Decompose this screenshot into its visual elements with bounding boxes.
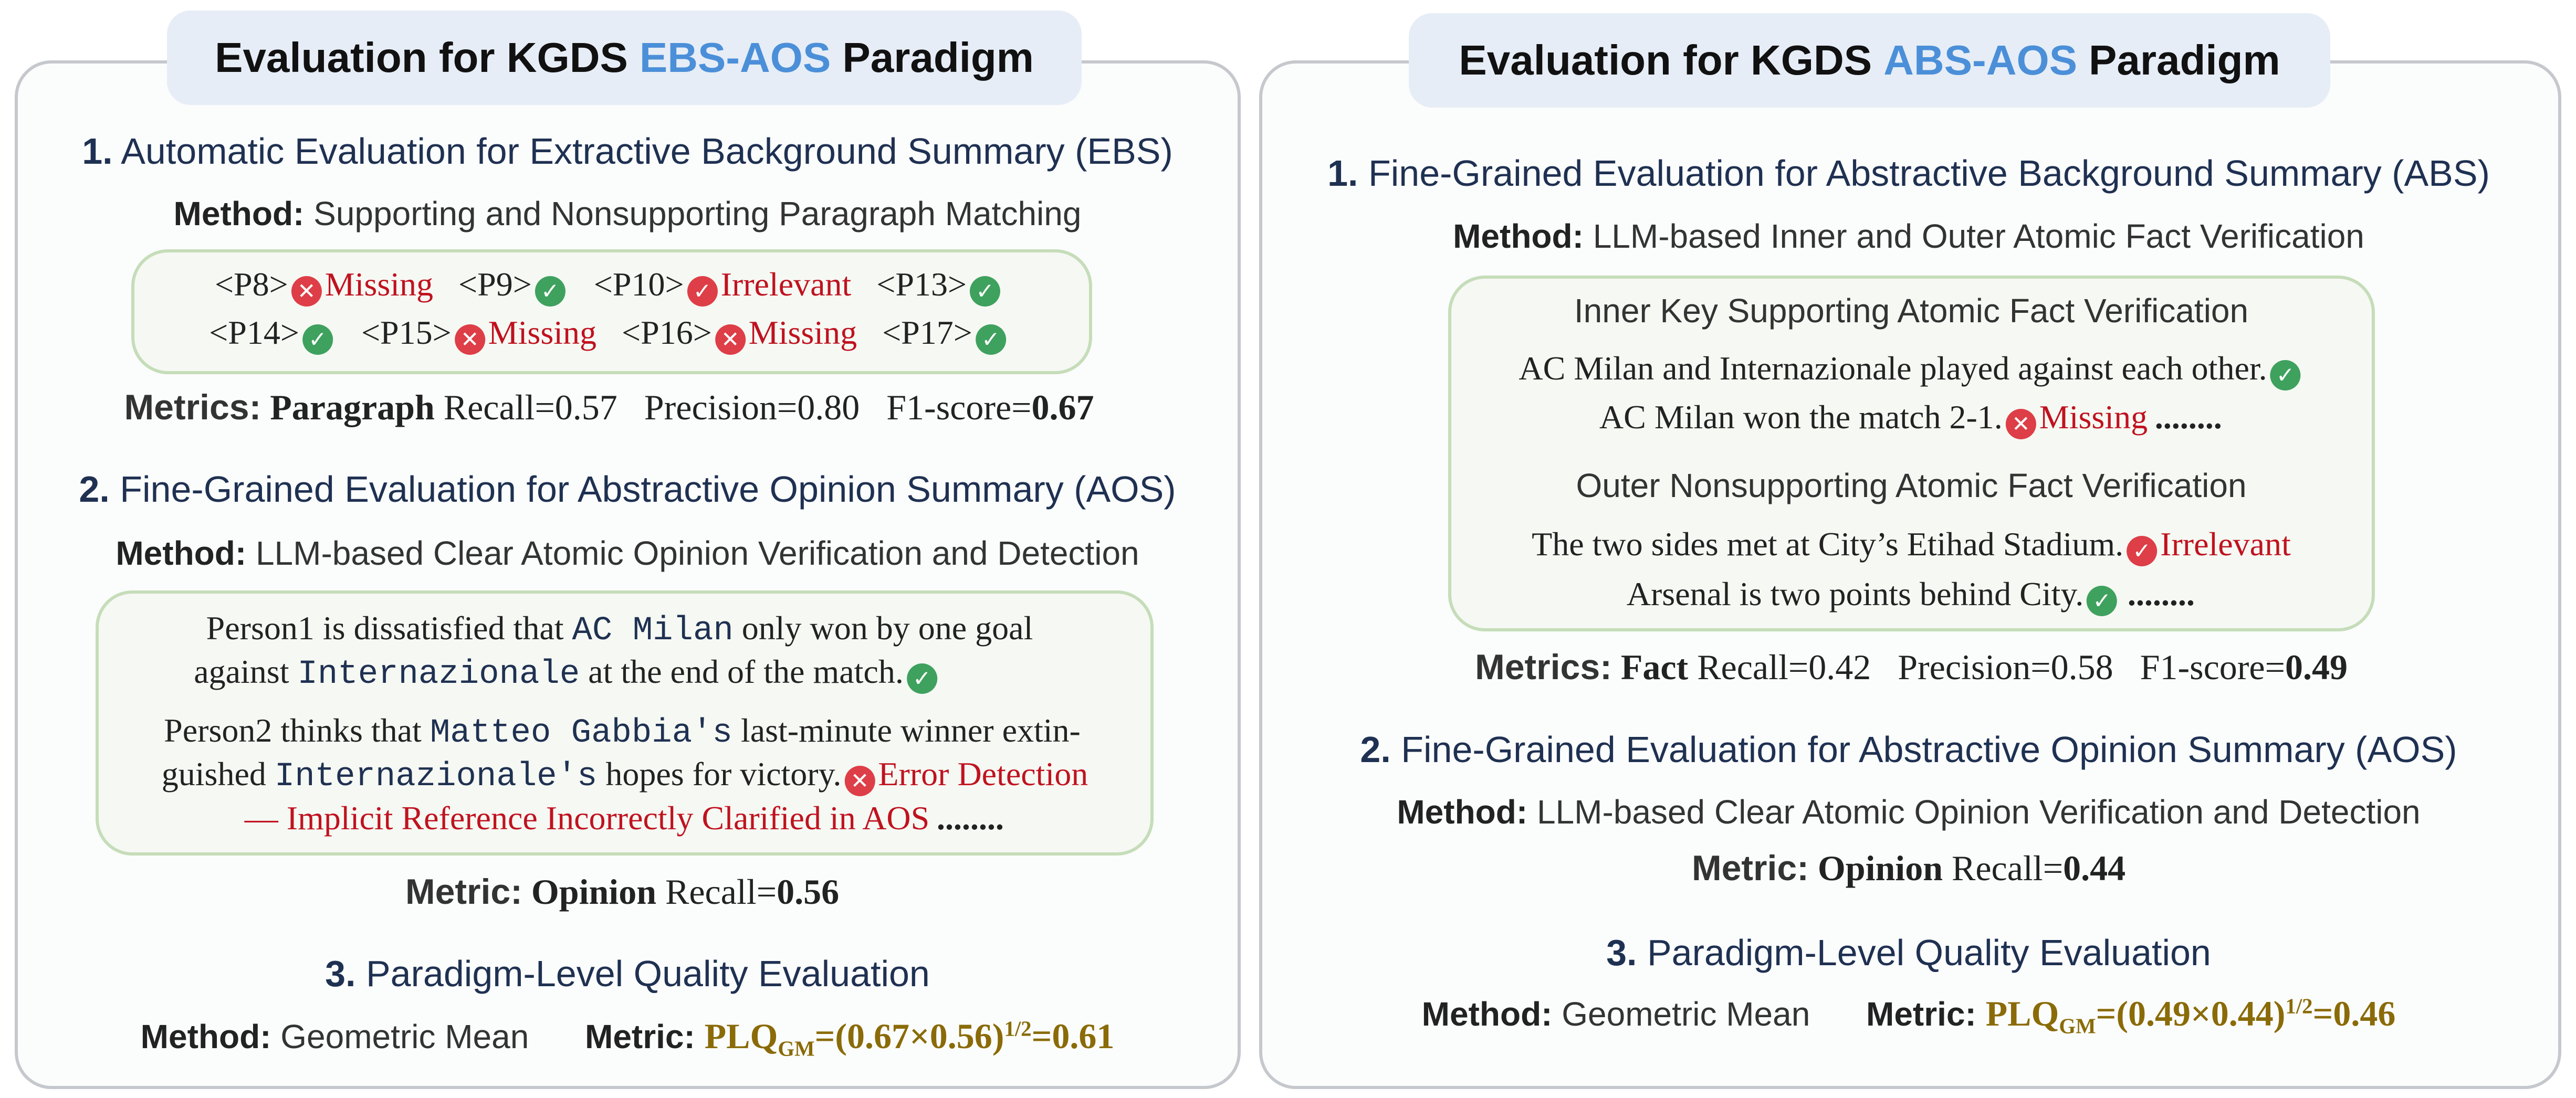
left-s2-metric: Metric: Opinion Recall=0.56: [405, 872, 840, 912]
check-icon: ✓: [302, 324, 333, 355]
check-icon: ✓: [975, 324, 1006, 355]
right-s1-heading: 1. Fine-Grained Evaluation for Abstracti…: [1327, 153, 2490, 194]
check-icon: ✓: [2270, 360, 2301, 390]
check-icon: ✓: [906, 663, 937, 694]
right-s2-method: Method: LLM-based Clear Atomic Opinion V…: [1397, 793, 2421, 831]
opinion-1-line-1: Person1 is dissatisfied that AC Milan on…: [206, 609, 1033, 650]
cross-icon: ✕: [2005, 409, 2036, 439]
inner-fact-1: AC Milan and Internazionale played again…: [1519, 349, 2303, 390]
paragraph-row-1: <P8> ✕ Missing <P9> ✓ <P10> ✓ Irrelevant <P13…: [215, 265, 1003, 307]
opinion-box: [96, 590, 1154, 856]
left-panel: [15, 60, 1241, 1089]
right-s2-metric: Metric: Opinion Recall=0.44: [1691, 848, 2126, 888]
fact-verification-box: [1448, 276, 2375, 631]
left-s1-method: Method: Supporting and Nonsupporting Par…: [173, 195, 1082, 233]
opinion-2-line-2: guished Internazionale's hopes for victo…: [161, 755, 1088, 796]
cross-icon: ✕: [844, 766, 875, 796]
check-icon: ✓: [2087, 586, 2118, 616]
opinion-1-line-2: against Internazionale at the end of the…: [194, 652, 940, 694]
left-s2-heading: 2. Fine-Grained Evaluation for Abstracti…: [79, 469, 1176, 510]
cross-icon: ✕: [454, 324, 485, 355]
outer-verification-title: Outer Nonsupporting Atomic Fact Verifica…: [1576, 467, 2247, 504]
cross-icon: ✕: [715, 324, 746, 355]
opinion-2-line-1: Person2 thinks that Matteo Gabbia's last…: [164, 712, 1081, 752]
right-panel-title: Evaluation for KGDS ABS-AOS Paradigm: [1409, 13, 2330, 108]
paragraph-match-box: [131, 249, 1092, 374]
right-s2-heading: 2. Fine-Grained Evaluation for Abstracti…: [1360, 729, 2457, 770]
check-icon: ✓: [535, 276, 566, 307]
red-check-icon: ✓: [687, 276, 718, 307]
left-s3-heading: 3. Paradigm-Level Quality Evaluation: [325, 953, 930, 994]
right-s3-heading: 3. Paradigm-Level Quality Evaluation: [1606, 932, 2211, 973]
outer-fact-1: The two sides met at City’s Etihad Stadi…: [1532, 525, 2291, 566]
right-s1-metrics: Metrics: Fact Recall=0.42 Precision=0.58…: [1475, 647, 2348, 687]
outer-fact-2: Arsenal is two points behind City. ✓ ....…: [1627, 575, 2196, 616]
left-panel-title: Evaluation for KGDS EBS-AOS Paradigm: [167, 10, 1082, 105]
left-s3-method: Method: Geometric Mean Metric: PLQGM=(0.…: [140, 1016, 1115, 1061]
check-icon: ✓: [970, 276, 1001, 307]
cross-icon: ✕: [291, 276, 322, 307]
inner-verification-title: Inner Key Supporting Atomic Fact Verific…: [1574, 292, 2249, 330]
inner-fact-2: AC Milan won the match 2-1. ✕ Missing ....…: [1599, 398, 2223, 439]
right-s1-method: Method: LLM-based Inner and Outer Atomic…: [1453, 217, 2364, 255]
paragraph-row-2: <P14> ✓ <P15> ✕ Missing <P16> ✕ Missing <P17>…: [209, 313, 1009, 355]
left-s2-method: Method: LLM-based Clear Atomic Opinion V…: [116, 534, 1139, 572]
left-s1-heading: 1. Automatic Evaluation for Extractive B…: [82, 131, 1173, 172]
opinion-2-line-3: — Implicit Reference Incorrectly Clarifi…: [244, 799, 1006, 837]
right-s3-method: Method: Geometric Mean Metric: PLQGM=(0.…: [1421, 994, 2396, 1038]
red-check-icon: ✓: [2127, 536, 2158, 566]
left-s1-metrics: Metrics: Paragraph Recall=0.57 Precision…: [124, 387, 1094, 427]
